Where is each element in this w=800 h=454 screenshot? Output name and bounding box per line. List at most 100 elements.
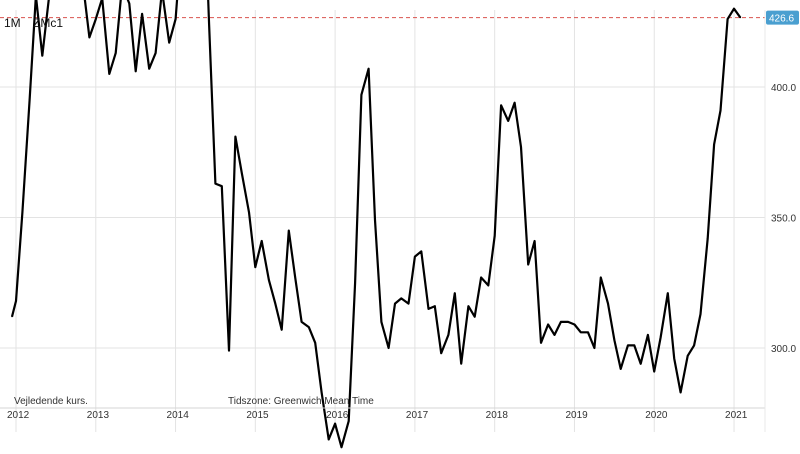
data-point bbox=[368, 68, 370, 70]
data-point bbox=[613, 339, 615, 341]
data-point bbox=[647, 334, 649, 336]
x-tick-label: 2019 bbox=[565, 410, 588, 421]
data-point bbox=[414, 256, 416, 258]
data-point bbox=[248, 211, 250, 213]
data-point bbox=[141, 13, 143, 15]
data-point bbox=[687, 355, 689, 357]
data-point bbox=[733, 8, 735, 10]
data-point bbox=[374, 219, 376, 221]
data-point bbox=[593, 347, 596, 349]
data-point bbox=[320, 391, 323, 393]
data-point bbox=[261, 240, 263, 242]
data-point bbox=[420, 250, 422, 253]
data-point bbox=[494, 235, 496, 237]
data-point bbox=[288, 229, 290, 232]
data-point bbox=[739, 16, 742, 19]
data-point bbox=[221, 185, 223, 187]
data-point bbox=[553, 334, 556, 336]
last-price-label: 426.6 bbox=[769, 14, 794, 25]
x-tick-label: 2020 bbox=[645, 410, 668, 421]
data-point bbox=[268, 279, 270, 281]
data-point bbox=[135, 70, 137, 72]
x-tick-label: 2021 bbox=[725, 410, 748, 421]
data-point bbox=[11, 316, 13, 318]
data-point bbox=[108, 73, 110, 75]
data-point bbox=[434, 305, 436, 307]
interval-label[interactable]: 1M bbox=[4, 16, 21, 30]
data-point bbox=[560, 321, 562, 323]
data-point bbox=[174, 18, 177, 20]
data-point bbox=[440, 352, 442, 354]
grid-lines bbox=[0, 10, 765, 432]
data-point bbox=[427, 308, 430, 310]
data-point bbox=[400, 297, 402, 300]
x-axis: 2012 2013 2014 2015 2016 2017 2018 2019 2020 2021 bbox=[7, 410, 748, 421]
data-point bbox=[600, 276, 602, 279]
data-point bbox=[407, 303, 410, 305]
data-point bbox=[607, 303, 609, 305]
data-point bbox=[673, 357, 675, 360]
data-point bbox=[713, 143, 715, 146]
data-point bbox=[234, 135, 236, 138]
last-price-badge bbox=[766, 10, 799, 25]
data-point bbox=[155, 52, 157, 54]
data-point bbox=[348, 420, 350, 422]
data-point bbox=[168, 42, 170, 44]
data-point bbox=[627, 344, 629, 346]
x-tick-label: 2016 bbox=[326, 410, 349, 421]
data-point bbox=[580, 331, 582, 333]
data-point bbox=[294, 276, 296, 279]
data-point bbox=[480, 276, 482, 279]
series-group bbox=[10, 0, 742, 449]
data-point bbox=[707, 237, 709, 239]
x-tick-label: 2014 bbox=[167, 410, 190, 421]
data-point bbox=[547, 323, 549, 326]
price-series-line bbox=[10, 0, 742, 449]
x-tick-label: 2013 bbox=[87, 410, 110, 421]
data-point bbox=[467, 305, 469, 307]
data-point bbox=[667, 292, 669, 294]
data-point bbox=[693, 344, 695, 346]
data-point bbox=[380, 321, 382, 323]
price-note: Vejledende kurs. bbox=[14, 396, 88, 407]
data-point bbox=[208, 23, 210, 25]
data-point bbox=[148, 68, 150, 70]
data-point bbox=[460, 363, 462, 365]
data-point bbox=[314, 342, 316, 344]
data-point bbox=[454, 292, 456, 294]
data-point bbox=[520, 146, 522, 148]
data-point bbox=[214, 182, 217, 185]
data-point bbox=[587, 331, 589, 333]
data-point bbox=[727, 18, 729, 20]
x-tick-label: 2012 bbox=[7, 410, 30, 421]
data-point bbox=[354, 282, 356, 284]
x-tick-label: 2018 bbox=[486, 410, 509, 421]
data-point bbox=[500, 104, 502, 106]
data-point bbox=[360, 94, 363, 96]
y-tick-label: 400.0 bbox=[771, 83, 796, 94]
data-point bbox=[88, 36, 90, 39]
y-tick-label: 350.0 bbox=[771, 214, 796, 225]
data-point bbox=[487, 284, 489, 286]
symbol-label[interactable]: ZMc1 bbox=[33, 16, 63, 30]
data-point bbox=[507, 120, 509, 122]
data-point bbox=[567, 321, 569, 323]
data-point bbox=[115, 52, 117, 54]
data-point bbox=[340, 446, 343, 448]
data-point bbox=[679, 391, 682, 393]
data-point bbox=[254, 266, 256, 268]
data-point bbox=[573, 323, 576, 326]
data-point bbox=[640, 363, 642, 365]
data-point bbox=[95, 18, 97, 20]
data-point bbox=[281, 329, 283, 331]
last-price-reference: 426.6 bbox=[0, 10, 799, 25]
timezone-label: Tidszone: Greenwich Mean Time bbox=[228, 396, 374, 407]
x-tick-label: 2017 bbox=[406, 410, 429, 421]
data-point bbox=[128, 2, 130, 5]
x-tick-label: 2015 bbox=[246, 410, 269, 421]
data-point bbox=[274, 303, 276, 305]
data-point bbox=[620, 368, 622, 370]
